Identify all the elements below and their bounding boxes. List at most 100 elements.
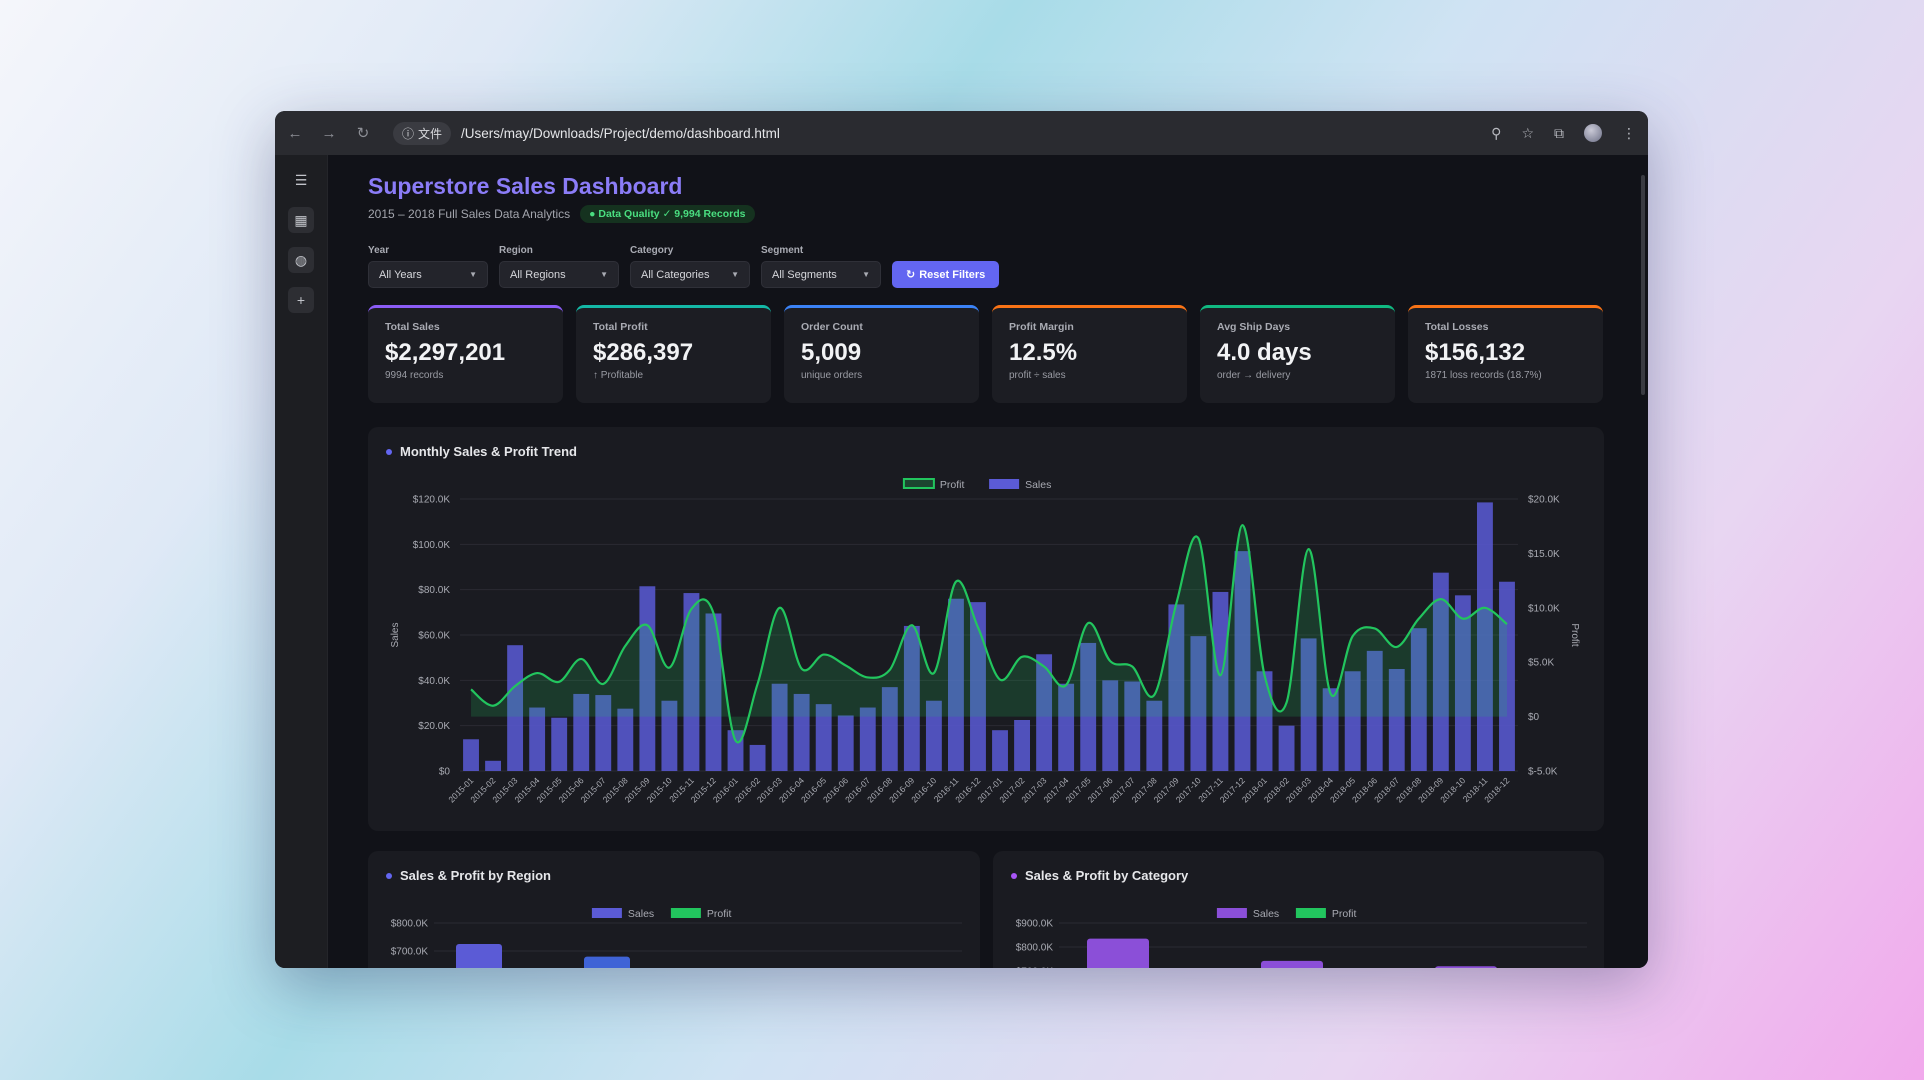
zoom-icon[interactable]: ⚲ [1491, 124, 1502, 141]
section-dot-icon [386, 872, 392, 879]
sales-bar [1499, 581, 1515, 771]
region-card: Sales & Profit by Region Sales Profit $700… [368, 851, 980, 968]
section-dot-icon [1011, 872, 1017, 879]
legend-label: Sales [628, 908, 654, 920]
page-subtitle: 2015 – 2018 Full Sales Data Analytics [368, 207, 571, 221]
site-info-chip[interactable]: ⓘ 文件 [393, 121, 452, 145]
y-tick-label: $20.0K [418, 721, 450, 732]
sales-bar [463, 739, 479, 771]
info-icon: ⓘ [402, 126, 415, 141]
chart-title: Sales & Profit by Category [1025, 868, 1189, 883]
address-bar[interactable]: ⓘ 文件 /Users/may/Downloads/Project/demo/da… [393, 121, 1473, 145]
browser-toolbar: ← → ↻ ⓘ 文件 /Users/may/Downloads/Project/d… [275, 111, 1648, 155]
filter-label: Region [499, 245, 533, 256]
sales-bar [815, 704, 832, 771]
kpi-total-sales: Total Sales $2,297,201 9994 records [368, 305, 563, 403]
sales-bar [661, 700, 678, 771]
sales-bar [1435, 966, 1497, 968]
sales-bar [1124, 681, 1141, 771]
sales-bar [1087, 938, 1149, 968]
reset-filters-button[interactable]: ↻ Reset Filters [892, 261, 1000, 288]
chevron-down-icon: ▼ [862, 270, 870, 279]
sales-bar [793, 693, 810, 771]
sales-bar [1261, 960, 1323, 968]
sales-bar [1388, 669, 1405, 771]
legend-label: Sales [1025, 479, 1051, 491]
page-scrollbar[interactable] [1641, 175, 1645, 395]
kpi-profit-margin: Profit Margin 12.5% profit ÷ sales [992, 305, 1187, 403]
y-tick-label: $800.0K [391, 919, 429, 930]
sales-bar [1366, 650, 1383, 771]
sales-bar [1300, 638, 1317, 771]
y2-tick-label: $20.0K [1528, 495, 1560, 506]
sales-bar [456, 944, 502, 968]
sales-bar [529, 707, 546, 771]
region-chart: Sales Profit $700.0K $800.0K [391, 908, 962, 968]
y-tick-label: $80.0K [418, 585, 450, 596]
legend-label: Sales [1253, 908, 1279, 920]
category-filter: Category All Categories ▼ [630, 245, 750, 288]
legend-swatch [670, 908, 701, 918]
kpi-total-losses: Total Losses $156,132 1871 loss records (1… [1408, 305, 1603, 403]
x-tick-label: 2018-12 [1482, 775, 1511, 804]
legend-swatch [591, 908, 622, 918]
forward-icon[interactable]: → [321, 124, 337, 142]
sales-bar [970, 602, 986, 771]
profit-area [471, 525, 1507, 743]
segment-filter: Segment All Segments ▼ [761, 245, 881, 288]
y2-tick-label: $10.0K [1528, 603, 1560, 614]
sales-bar [1080, 642, 1097, 771]
section-dot-icon [386, 448, 392, 455]
sales-bar [1102, 680, 1119, 771]
sales-bar [551, 717, 568, 771]
y2-tick-label: $15.0K [1528, 549, 1560, 560]
segment-select[interactable]: All Segments ▼ [761, 261, 881, 288]
side-panel-rail: ☰ ▦ ◍ + [275, 155, 328, 968]
y2-tick-label: $5.0K [1528, 658, 1554, 669]
refresh-icon: ↻ [906, 269, 916, 281]
page-title: Superstore Sales Dashboard [368, 173, 683, 199]
reload-icon[interactable]: ↻ [356, 125, 370, 142]
url-text[interactable]: /Users/may/Downloads/Project/demo/dashbo… [461, 125, 780, 141]
bookmark-star-icon[interactable]: ☆ [1521, 124, 1534, 141]
globe-icon[interactable]: ◍ [288, 247, 314, 273]
y2-axis-label: Profit [1569, 623, 1580, 647]
kpi-row: Total Sales $2,297,201 9994 records Total … [368, 305, 1603, 403]
sales-bar [507, 645, 524, 771]
extensions-icon[interactable]: ⧉ [1554, 124, 1564, 141]
category-select[interactable]: All Categories ▼ [630, 261, 750, 288]
y-tick-label: $40.0K [418, 676, 450, 687]
sales-bar [881, 687, 898, 771]
chevron-down-icon: ▼ [731, 270, 739, 279]
filter-label: Segment [761, 245, 804, 256]
menu-kebab-icon[interactable]: ⋮ [1622, 124, 1636, 141]
sales-bar [1234, 551, 1251, 771]
sales-bar [1432, 572, 1449, 771]
category-chart: Sales Profit $700.0K $800.0K $900.0K [1016, 908, 1587, 969]
y-tick-label: $60.0K [418, 631, 450, 642]
sales-bar [1014, 720, 1030, 771]
sales-bar [992, 730, 1008, 771]
region-select[interactable]: All Regions ▼ [499, 261, 619, 288]
chevron-down-icon: ▼ [469, 270, 477, 279]
sales-bar [948, 598, 964, 771]
sales-bar [1036, 654, 1053, 771]
add-icon[interactable]: + [288, 287, 314, 313]
sales-bar [1454, 595, 1471, 771]
y2-tick-label: $0 [1528, 712, 1540, 723]
filter-label: Year [368, 245, 390, 256]
kpi-order-count: Order Count 5,009 unique orders [784, 305, 979, 403]
back-icon[interactable]: ← [287, 124, 303, 142]
legend-swatch [989, 479, 1020, 489]
legend-swatch [1216, 908, 1247, 918]
sales-bar [1410, 628, 1427, 771]
y-tick-label: $700.0K [1016, 967, 1054, 969]
sidebar-toggle-icon[interactable]: ☰ [294, 171, 308, 188]
apps-grid-icon[interactable]: ▦ [288, 207, 314, 233]
profile-avatar[interactable] [1584, 124, 1602, 142]
sales-bar [705, 613, 722, 771]
sales-bar [859, 707, 876, 771]
monthly-trend-chart: $0 $20.0K $40.0K $60.0K $80.0K $100.0K $120.0K… [390, 478, 1580, 804]
legend-label: Profit [1332, 908, 1357, 920]
year-select[interactable]: All Years ▼ [368, 261, 488, 288]
